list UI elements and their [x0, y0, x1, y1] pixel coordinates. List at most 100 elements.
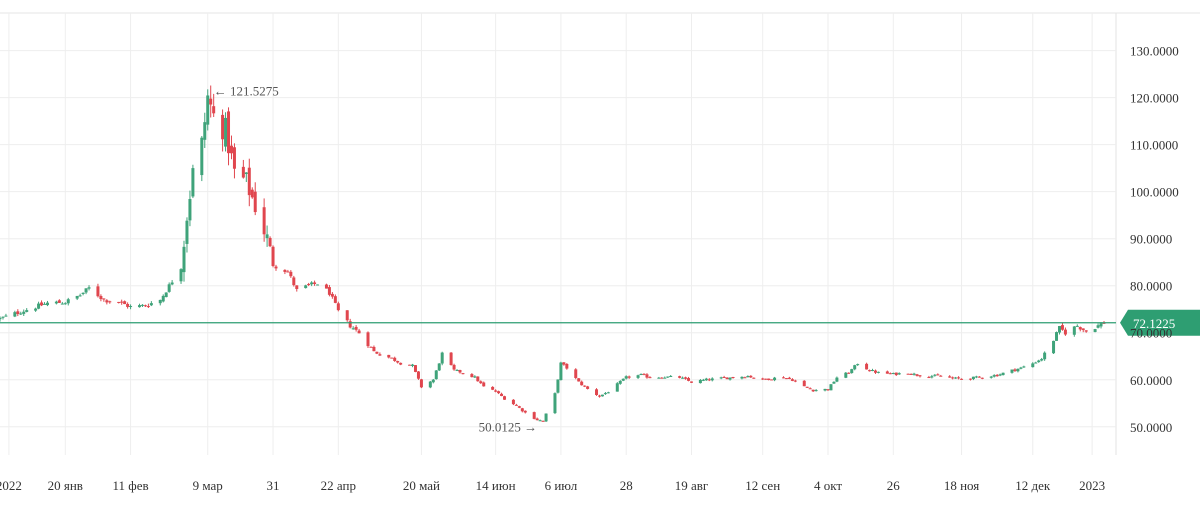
candle-body	[1052, 340, 1056, 354]
candle-body	[787, 377, 791, 379]
candle-body	[34, 308, 38, 311]
candle-body	[241, 166, 245, 178]
candle-body	[274, 266, 278, 269]
candle-body	[844, 372, 848, 378]
candle-body	[698, 379, 702, 384]
candle-body	[413, 365, 417, 372]
candle-body	[876, 371, 880, 373]
candle-body	[627, 376, 631, 378]
x-tick-label: 20 май	[403, 478, 440, 493]
candle-body	[336, 303, 340, 311]
candle-body	[1075, 325, 1079, 327]
candle-body	[939, 375, 943, 377]
candle-body	[1099, 323, 1103, 327]
candle-body	[455, 369, 459, 371]
candle-body	[470, 374, 474, 378]
candle-body	[648, 377, 652, 379]
candle-body	[295, 285, 299, 289]
candle-body	[1081, 328, 1085, 331]
candle-body	[229, 145, 233, 154]
candle-body	[232, 147, 236, 169]
candle-body	[182, 246, 186, 273]
candle-body	[897, 373, 901, 375]
candle-body	[621, 378, 625, 381]
y-tick-label: 70.0000	[1130, 326, 1172, 341]
candle-body	[707, 379, 711, 381]
candle-body	[289, 271, 293, 277]
candle-body	[1084, 330, 1088, 332]
candle-body	[636, 375, 640, 378]
candle-body	[354, 326, 358, 330]
candle-body	[556, 379, 560, 393]
candle-body	[75, 295, 79, 299]
candle-body	[850, 369, 854, 374]
candle-body	[43, 303, 47, 305]
candle-body	[832, 381, 836, 384]
candle-body	[158, 299, 162, 304]
candle-body	[1034, 362, 1038, 364]
candle-body	[307, 283, 311, 285]
candle-body	[1060, 325, 1064, 330]
candle-body	[137, 305, 141, 308]
candle-body	[618, 380, 622, 384]
candle-body	[930, 376, 934, 378]
candle-body	[805, 386, 809, 388]
candle-body	[1057, 326, 1061, 333]
candle-body	[1031, 363, 1035, 368]
candle-body	[847, 372, 851, 374]
candle-body	[431, 379, 435, 383]
candle-body	[912, 373, 916, 375]
candle-body	[595, 389, 599, 396]
y-tick-label: 100.0000	[1130, 185, 1179, 200]
candle-body	[927, 377, 931, 379]
candle-body	[615, 383, 619, 392]
candle-body	[586, 386, 590, 389]
candle-body	[244, 172, 248, 174]
candle-body	[1043, 352, 1047, 360]
candle-body	[871, 370, 875, 372]
x-tick-label: 2022	[0, 478, 22, 493]
candle-body	[767, 378, 771, 381]
candle-body	[0, 317, 2, 320]
candle-body	[752, 377, 756, 379]
candle-body	[888, 373, 892, 375]
candle-body	[333, 296, 337, 303]
candle-body	[1010, 369, 1014, 373]
candle-body	[669, 376, 673, 378]
candle-body	[149, 303, 153, 306]
candle-body	[491, 386, 495, 390]
candle-body	[81, 292, 85, 294]
candle-body	[250, 189, 254, 198]
candle-body	[209, 98, 213, 105]
candle-body	[390, 357, 394, 359]
x-tick-label: 14 июн	[476, 478, 516, 493]
candle-body	[348, 321, 352, 328]
candle-body	[781, 377, 785, 379]
candle-body	[408, 364, 412, 366]
candle-body	[740, 376, 744, 379]
candle-body	[262, 207, 266, 235]
candle-body	[948, 376, 952, 378]
candle-body	[868, 370, 872, 372]
candle-body	[835, 377, 839, 382]
candle-body	[212, 106, 216, 114]
candle-body	[906, 373, 910, 375]
candle-body	[224, 117, 228, 147]
x-tick-label: 11 фев	[113, 478, 149, 493]
candle-body	[40, 302, 44, 306]
candle-body	[580, 381, 584, 386]
candle-body	[811, 389, 815, 392]
candle-body	[802, 380, 806, 387]
candle-body	[600, 394, 604, 397]
candle-body	[54, 301, 58, 304]
candle-body	[330, 293, 334, 297]
candle-body	[535, 418, 539, 421]
candle-body	[603, 393, 607, 395]
candle-body	[292, 277, 296, 286]
candle-body	[440, 352, 444, 364]
candle-body	[63, 303, 67, 305]
candle-body	[957, 377, 961, 379]
candle-body	[416, 371, 420, 379]
candle-body	[1013, 369, 1017, 371]
